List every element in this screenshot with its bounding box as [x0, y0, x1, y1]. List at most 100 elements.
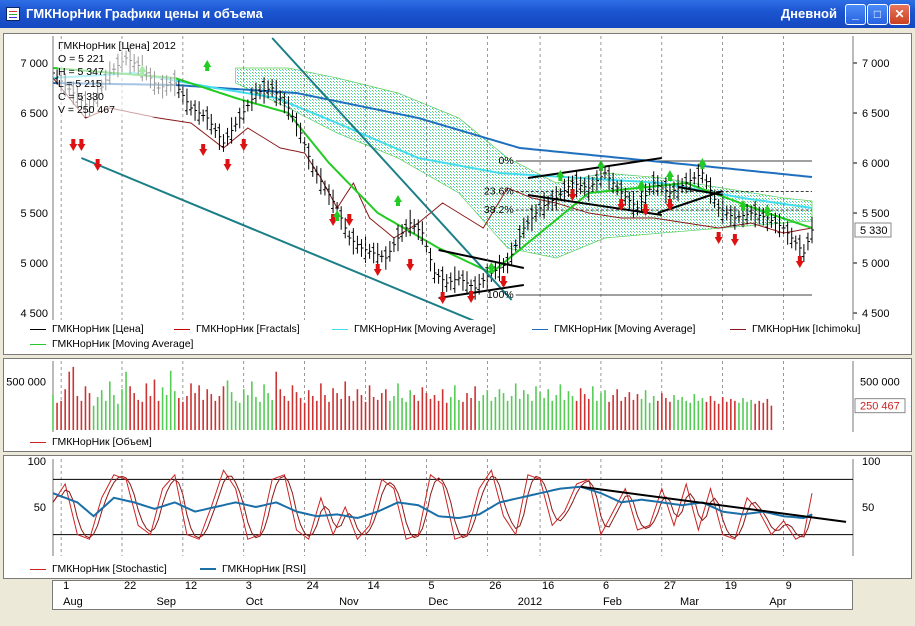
legend-item-ma-green[interactable]: ГМКНорНик [Moving Average]: [30, 338, 193, 350]
price-axis-right-tick: 5 000: [862, 258, 890, 270]
price-axis-right-tick: 4 500: [862, 308, 890, 320]
date-axis-day-label: 3: [245, 580, 252, 592]
fractal-down-stem: [331, 214, 336, 219]
date-axis-day-label: 24: [306, 580, 319, 592]
legend-item-rsi[interactable]: ГМКНорНик [RSI]: [200, 563, 306, 575]
date-axis-day-label: 5: [428, 580, 435, 592]
fractal-up-stem: [489, 269, 494, 273]
fib-level-label: 38.2%: [484, 204, 514, 216]
fractal-up-marker: [637, 180, 646, 187]
window-titlebar[interactable]: ГМКНорНик Графики цены и объема Дневной …: [0, 0, 915, 28]
fractal-up-stem: [667, 177, 672, 181]
legend-item-volume[interactable]: ГМКНорНик [Объем]: [30, 436, 152, 448]
ohlc-title: ГМКНорНик [Цена] 2012: [58, 40, 176, 52]
legend-label: ГМКНорНик [RSI]: [222, 563, 306, 575]
fractal-down-marker: [93, 164, 102, 171]
date-axis-month-label: Nov: [339, 596, 359, 608]
fractal-down-stem: [201, 144, 206, 149]
last-price-tag: 5 330: [860, 225, 888, 237]
stochastic-line: [52, 469, 813, 541]
fractal-up-marker: [739, 200, 747, 207]
fractal-up-marker: [333, 210, 342, 217]
volume-axis-tick-left: 500 000: [6, 376, 46, 388]
ichimoku-line: [53, 77, 813, 239]
price-axis-right-tick: 7 000: [862, 58, 890, 70]
date-axis-month-label: Mar: [680, 596, 699, 608]
fractal-down-marker: [329, 219, 338, 226]
ohlc-high: H = 5 347: [58, 65, 104, 78]
legend-label: ГМКНорНик [Moving Average]: [554, 323, 696, 335]
fractal-down-stem: [95, 159, 100, 164]
fractal-down-marker: [199, 149, 208, 156]
price-axis-left-tick: 6 000: [20, 158, 48, 170]
legend-item-stochastic[interactable]: ГМКНорНик [Stochastic]: [30, 563, 167, 575]
price-trendline: [438, 249, 525, 269]
fractal-up-stem: [205, 67, 210, 71]
date-axis-month-label: 2012: [517, 596, 543, 608]
price-trendline: [527, 157, 662, 179]
date-axis-day-label: 22: [124, 580, 137, 592]
close-button[interactable]: ✕: [889, 4, 910, 25]
price-trendline: [438, 284, 524, 299]
fractal-up-marker: [556, 170, 565, 177]
fib-level-label: 100%: [487, 289, 514, 301]
fractal-down-marker: [641, 209, 650, 216]
date-axis-month-label: Feb: [602, 596, 622, 608]
legend-label: ГМКНорНик [Moving Average]: [354, 323, 496, 335]
fractal-down-marker: [345, 219, 354, 226]
price-axis-left-tick: 5 000: [20, 258, 48, 270]
legend-label: ГМКНорНик [Fractals]: [196, 323, 300, 335]
date-axis-month-label: Dec: [428, 596, 448, 608]
legend-label: ГМКНорНик [Цена]: [52, 323, 144, 335]
window-title: ГМКНорНик Графики цены и объема: [26, 6, 263, 21]
fractal-down-marker: [730, 239, 739, 246]
fractal-down-stem: [619, 199, 624, 204]
fractal-up-stem: [335, 217, 340, 221]
fractal-up-marker: [665, 170, 674, 177]
fractal-up-stem: [558, 177, 563, 181]
date-axis-day-label: 16: [542, 580, 555, 592]
fractal-up-marker: [763, 205, 772, 212]
legend-item-price[interactable]: ГМКНорНик [Цена]: [30, 323, 144, 335]
fractal-up-stem: [396, 202, 400, 206]
legend-item-ma-cyan[interactable]: ГМКНорНик [Moving Average]: [332, 323, 495, 335]
date-axis-day-label: 27: [663, 580, 677, 592]
fractal-down-marker: [568, 194, 577, 201]
fractal-up-marker: [394, 195, 402, 202]
fractal-down-stem: [469, 291, 474, 296]
legend-label: ГМКНорНик [Ichimoku]: [752, 323, 861, 335]
date-axis-day-label: 14: [367, 580, 380, 592]
fractal-down-stem: [375, 264, 380, 269]
minimize-button[interactable]: _: [845, 4, 866, 25]
osc-axis-tick-left: 50: [34, 502, 46, 514]
fractal-down-stem: [667, 199, 672, 204]
legend-label: ГМКНорНик [Stochastic]: [52, 563, 167, 575]
fractal-down-marker: [617, 204, 626, 211]
period-label[interactable]: Дневной: [780, 6, 837, 21]
fractal-down-stem: [225, 159, 230, 164]
last-volume-tag-box: [854, 398, 906, 414]
fractal-up-stem: [741, 207, 745, 211]
fractal-down-marker: [795, 261, 804, 268]
osc-axis-tick-right: 100: [862, 456, 880, 468]
date-axis-day-label: 26: [489, 580, 502, 592]
price-axis-left-tick: 6 500: [20, 108, 48, 120]
ohlc-close: C = 5 330: [58, 91, 104, 104]
price-trendline: [527, 194, 662, 216]
ohlc-info: ГМКНорНик [Цена] 2012 O = 5 221 H = 5 34…: [58, 40, 176, 117]
date-axis-month-label: Apr: [769, 596, 787, 608]
maximize-button[interactable]: □: [867, 4, 888, 25]
legend-item-fractals[interactable]: ГМКНорНик [Fractals]: [174, 323, 300, 335]
price-axis-right-tick: 6 000: [862, 158, 890, 170]
fractal-down-marker: [438, 297, 447, 304]
legend-item-ma-blue[interactable]: ГМКНорНик [Moving Average]: [532, 323, 695, 335]
price-axis-left-tick: 5 500: [20, 208, 48, 220]
legend-item-ichimoku[interactable]: ГМКНорНик [Ichimoku]: [730, 323, 860, 335]
legend-label: ГМКНорНик [Объем]: [52, 436, 152, 448]
fractal-down-stem: [643, 204, 648, 209]
fractal-down-stem: [501, 276, 506, 281]
app-chart-icon[interactable]: [6, 7, 20, 21]
fractal-up-marker: [487, 262, 496, 269]
osc-axis-tick-right: 50: [862, 502, 874, 514]
